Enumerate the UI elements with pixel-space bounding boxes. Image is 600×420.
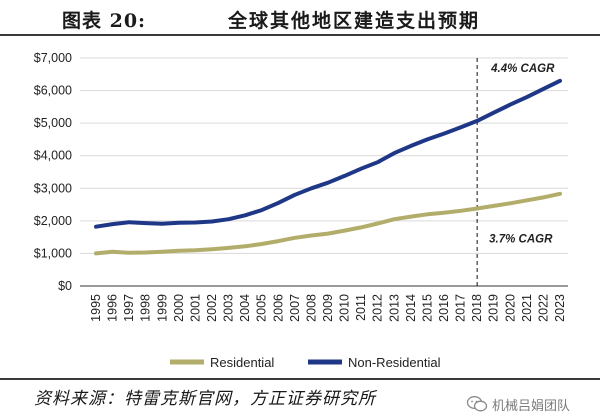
y-tick-label: $0 xyxy=(58,279,72,293)
wechat-icon xyxy=(466,396,488,412)
x-tick-label: 2019 xyxy=(487,294,501,322)
annotation-non-residential-cagr: 4.4% CAGR xyxy=(490,63,555,75)
footer-rule xyxy=(0,378,600,380)
x-tick-label: 2020 xyxy=(503,294,517,322)
watermark-text: 机械吕娟团队 xyxy=(492,398,571,414)
annotation-residential-cagr: 3.7% CAGR xyxy=(489,233,553,245)
x-tick-label: 2014 xyxy=(404,294,418,322)
x-tick-label: 1995 xyxy=(89,294,103,322)
legend-item: Residential xyxy=(170,355,274,370)
y-tick-label: $6,000 xyxy=(34,84,72,98)
legend-label: Non-Residential xyxy=(348,355,441,370)
x-tick-label: 1997 xyxy=(122,294,136,322)
x-tick-label: 2016 xyxy=(437,294,451,322)
line-chart: $0 $1,000 $2,000 $3,000 $4,000 $5,000 $6,000 $7… xyxy=(34,51,568,370)
x-tick-label: 2013 xyxy=(387,294,401,322)
x-tick-label: 2009 xyxy=(321,294,335,322)
x-tick-label: 2023 xyxy=(553,294,567,322)
legend-label: Residential xyxy=(210,355,274,370)
figure-title: 图表 20: 全球其他地区建造支出预期 xyxy=(0,2,600,32)
y-tick-label: $1,000 xyxy=(34,246,72,260)
x-tick-label: 2003 xyxy=(222,294,236,322)
x-tick-label: 2011 xyxy=(354,294,368,321)
x-tick-label: 2001 xyxy=(188,294,202,322)
x-tick-label: 2002 xyxy=(205,294,219,322)
x-axis-ticks: 1995 1996 1997 1998 1999 2000 2001 2002 2003 2004… xyxy=(89,294,567,322)
legend-item: Non-Residential xyxy=(308,355,441,370)
y-axis-ticks: $0 $1,000 $2,000 $3,000 $4,000 $5,000 $6,000 $7… xyxy=(34,51,72,293)
series-lines xyxy=(94,78,562,256)
x-tick-label: 1996 xyxy=(106,294,120,322)
series-line-non-residential xyxy=(94,78,562,229)
series-line-residential xyxy=(94,191,562,256)
x-tick-label: 2018 xyxy=(470,294,484,322)
x-tick-label: 1999 xyxy=(155,294,169,322)
x-tick-label: 2017 xyxy=(454,294,468,322)
x-tick-label: 2004 xyxy=(238,294,252,322)
x-tick-label: 2006 xyxy=(271,294,285,322)
y-tick-label: $2,000 xyxy=(34,214,72,228)
y-tick-label: $3,000 xyxy=(34,181,72,195)
x-tick-label: 2010 xyxy=(338,294,352,322)
source-note: 资料来源：特雷克斯官网，方正证券研究所 xyxy=(34,389,376,409)
y-tick-label: $5,000 xyxy=(34,116,72,130)
x-tick-label: 2005 xyxy=(255,294,269,322)
x-tick-label: 2000 xyxy=(172,294,186,322)
legend: Residential Non-Residential xyxy=(170,355,441,370)
x-tick-label: 2012 xyxy=(371,294,385,322)
figure-label: 图表 20: xyxy=(62,10,147,32)
x-tick-label: 1998 xyxy=(139,294,153,322)
y-tick-label: $7,000 xyxy=(34,51,72,65)
x-tick-label: 2022 xyxy=(536,294,550,322)
x-tick-label: 2007 xyxy=(288,294,302,322)
y-tick-label: $4,000 xyxy=(34,149,72,163)
x-tick-label: 2015 xyxy=(420,294,434,322)
figure-title-text: 全球其他地区建造支出预期 xyxy=(228,10,481,32)
gridlines xyxy=(80,57,568,254)
x-tick-label: 2008 xyxy=(304,294,318,322)
x-tick-label: 2021 xyxy=(520,294,534,322)
watermark: 机械吕娟团队 xyxy=(466,392,570,416)
title-rule xyxy=(0,34,600,36)
